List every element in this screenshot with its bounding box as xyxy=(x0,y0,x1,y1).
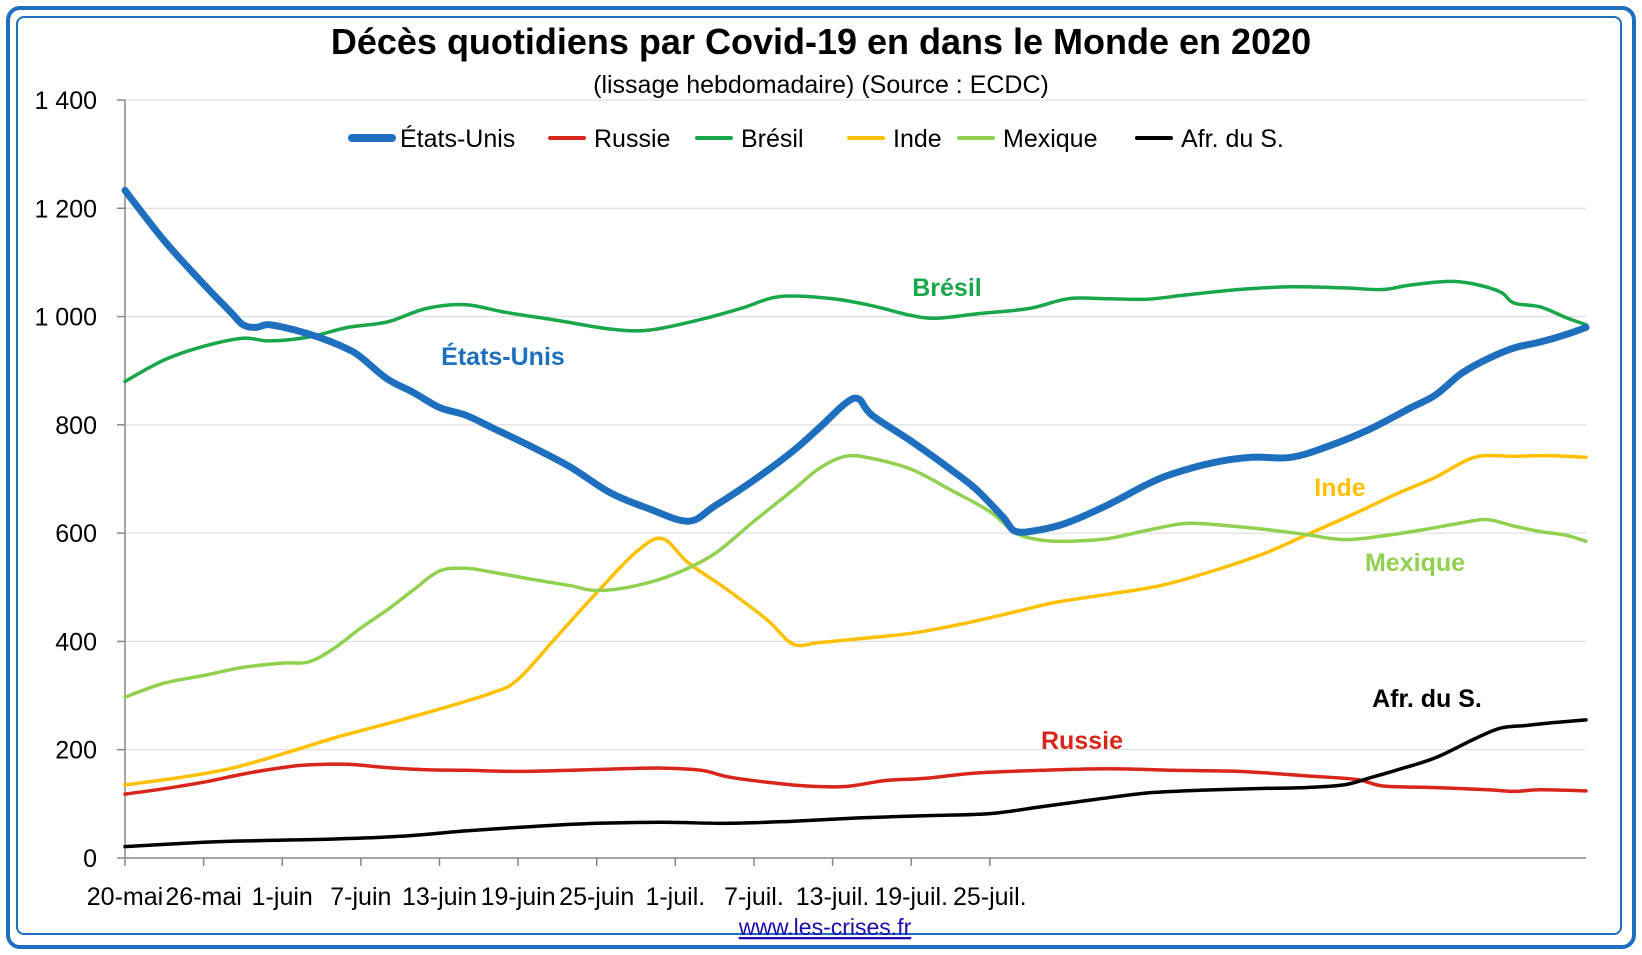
series-labels: Brésil États-Unis Inde Mexique Afr. du S. Rus… xyxy=(441,274,1482,755)
y-tick-label: 1 200 xyxy=(34,195,97,223)
y-tick-label: 600 xyxy=(55,520,97,548)
legend-label: Inde xyxy=(893,125,942,153)
series-annotation: Inde xyxy=(1314,474,1365,502)
source-link[interactable]: www.les-crises.fr xyxy=(738,914,912,940)
series-annotation: Russie xyxy=(1041,727,1123,755)
x-tick-label: 7-juil. xyxy=(724,883,784,911)
legend: États-Unis Russie Brésil Inde Mexique Afr. du… xyxy=(348,124,1284,153)
legend-label: États-Unis xyxy=(400,124,515,153)
x-axis-ticks: 20-mai 26-mai 1-juin 7-juin 13-juin 19-juin 25… xyxy=(87,858,1027,911)
chart-title: Décès quotidiens par Covid-19 en dans le… xyxy=(331,21,1311,62)
x-tick-label: 13-juin xyxy=(402,883,477,911)
x-tick-label: 7-juin xyxy=(330,883,391,911)
x-tick-label: 19-juin xyxy=(481,883,556,911)
y-tick-label: 400 xyxy=(55,628,97,656)
legend-label: Brésil xyxy=(741,125,804,153)
series-line-1 xyxy=(123,762,1588,796)
x-tick-label: 1-juin xyxy=(252,883,313,911)
x-tick-label: 13-juil. xyxy=(796,883,870,911)
series-line-4 xyxy=(123,453,1588,699)
x-tick-label: 19-juil. xyxy=(874,883,948,911)
x-tick-label: 25-juil. xyxy=(953,883,1027,911)
inner-frame xyxy=(16,16,1622,935)
series-lines xyxy=(121,186,1590,849)
series-line-5 xyxy=(123,718,1588,849)
legend-label: Afr. du S. xyxy=(1181,125,1284,153)
gridlines xyxy=(125,99,1586,751)
y-tick-label: 200 xyxy=(55,737,97,765)
x-tick-label: 25-juin xyxy=(559,883,634,911)
x-tick-label: 20-mai xyxy=(87,883,163,911)
y-tick-label: 1 400 xyxy=(34,87,97,115)
y-axis-ticks: 0 200 400 600 800 1 000 1 200 1 400 xyxy=(34,87,125,873)
series-annotation: Brésil xyxy=(912,274,981,302)
axes xyxy=(124,100,1586,859)
series-line-2 xyxy=(123,279,1588,384)
series-line-3 xyxy=(123,453,1588,787)
y-tick-label: 800 xyxy=(55,412,97,440)
y-tick-label: 1 000 xyxy=(34,304,97,332)
series-annotation: États-Unis xyxy=(441,342,565,371)
x-tick-label: 1-juil. xyxy=(645,883,705,911)
legend-label: Mexique xyxy=(1003,125,1098,153)
outer-frame xyxy=(6,6,1636,949)
series-annotation: Afr. du S. xyxy=(1372,685,1482,713)
chart-subtitle: (lissage hebdomadaire) (Source : ECDC) xyxy=(593,71,1049,99)
series-annotation: Mexique xyxy=(1365,549,1465,577)
x-tick-label: 26-mai xyxy=(165,883,241,911)
y-tick-label: 0 xyxy=(83,845,97,873)
series-line-0 xyxy=(121,186,1590,536)
legend-label: Russie xyxy=(594,125,670,153)
